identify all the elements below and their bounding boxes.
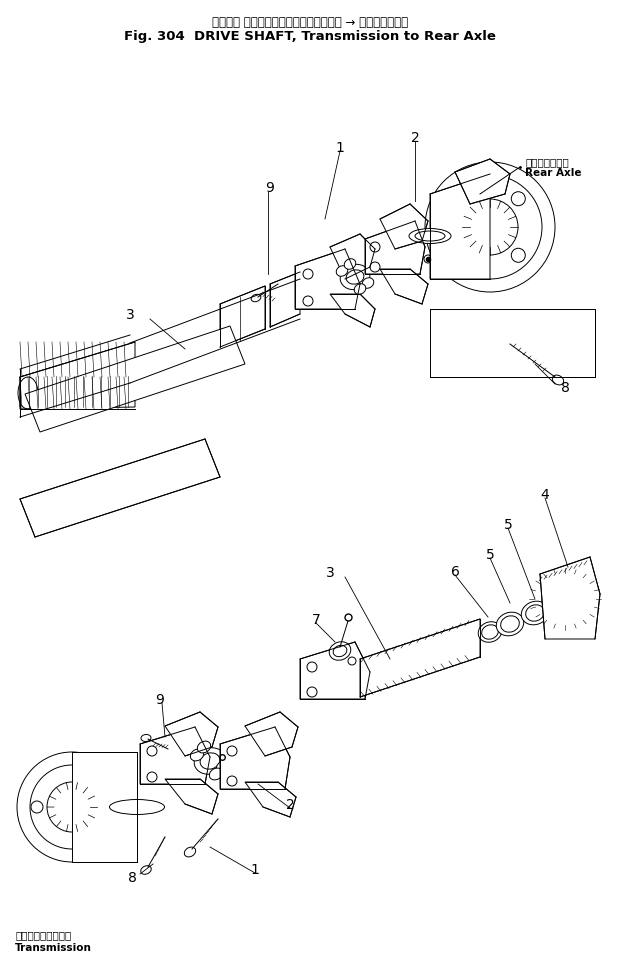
- Polygon shape: [330, 234, 375, 280]
- Text: 5: 5: [504, 517, 512, 531]
- Polygon shape: [20, 343, 135, 410]
- Ellipse shape: [251, 295, 261, 302]
- Ellipse shape: [329, 642, 351, 661]
- Polygon shape: [430, 174, 490, 280]
- Text: 6: 6: [451, 564, 460, 578]
- Polygon shape: [220, 728, 290, 789]
- Text: 1: 1: [250, 862, 260, 876]
- Polygon shape: [165, 712, 218, 756]
- Polygon shape: [165, 779, 218, 814]
- Text: 5: 5: [486, 547, 494, 561]
- Polygon shape: [20, 440, 220, 538]
- Text: 2: 2: [286, 797, 294, 811]
- Text: 7: 7: [312, 612, 320, 626]
- Polygon shape: [365, 222, 425, 275]
- Polygon shape: [540, 557, 600, 640]
- Text: Transmission: Transmission: [15, 942, 92, 952]
- Ellipse shape: [340, 266, 370, 291]
- Ellipse shape: [362, 278, 374, 289]
- Ellipse shape: [109, 799, 165, 815]
- Text: 4: 4: [541, 487, 550, 502]
- Text: トランスミッション: トランスミッション: [15, 929, 71, 939]
- Text: リアーアクスル: リアーアクスル: [525, 157, 569, 167]
- Ellipse shape: [344, 260, 356, 270]
- Polygon shape: [330, 295, 375, 328]
- Text: 8: 8: [127, 870, 137, 884]
- Circle shape: [424, 256, 432, 264]
- Polygon shape: [430, 310, 595, 378]
- Ellipse shape: [184, 847, 196, 857]
- Polygon shape: [300, 642, 370, 700]
- Text: 9: 9: [266, 181, 274, 195]
- Ellipse shape: [141, 865, 152, 874]
- Ellipse shape: [191, 749, 204, 761]
- Text: 8: 8: [561, 381, 569, 394]
- Text: 3: 3: [325, 566, 334, 579]
- Ellipse shape: [478, 622, 502, 642]
- Ellipse shape: [141, 735, 151, 741]
- Polygon shape: [455, 160, 510, 204]
- Ellipse shape: [542, 579, 587, 620]
- Polygon shape: [380, 269, 428, 304]
- Text: Rear Axle: Rear Axle: [525, 168, 581, 178]
- Polygon shape: [295, 250, 360, 310]
- Ellipse shape: [216, 762, 230, 773]
- Ellipse shape: [496, 612, 524, 637]
- Ellipse shape: [336, 266, 348, 277]
- Ellipse shape: [354, 285, 366, 295]
- Ellipse shape: [552, 376, 564, 386]
- Polygon shape: [270, 272, 300, 328]
- Ellipse shape: [409, 230, 451, 244]
- Polygon shape: [20, 358, 130, 408]
- Ellipse shape: [194, 748, 226, 774]
- Ellipse shape: [197, 741, 211, 753]
- Ellipse shape: [209, 768, 223, 780]
- Polygon shape: [20, 345, 130, 390]
- Text: 2: 2: [410, 131, 419, 144]
- Text: 3: 3: [125, 308, 134, 322]
- Polygon shape: [220, 287, 265, 348]
- Polygon shape: [245, 712, 298, 756]
- Text: 1: 1: [335, 141, 345, 155]
- Polygon shape: [380, 204, 428, 250]
- Polygon shape: [360, 619, 480, 698]
- Polygon shape: [140, 728, 210, 784]
- Polygon shape: [245, 782, 296, 817]
- Text: ドライブ シャフト　トランスミッション → リヤーアクスル: ドライブ シャフト トランスミッション → リヤーアクスル: [212, 16, 408, 29]
- Ellipse shape: [521, 602, 549, 625]
- Polygon shape: [72, 752, 137, 862]
- Text: 9: 9: [156, 692, 165, 706]
- Text: Fig. 304  DRIVE SHAFT, Transmission to Rear Axle: Fig. 304 DRIVE SHAFT, Transmission to Re…: [124, 30, 496, 43]
- Polygon shape: [25, 327, 245, 432]
